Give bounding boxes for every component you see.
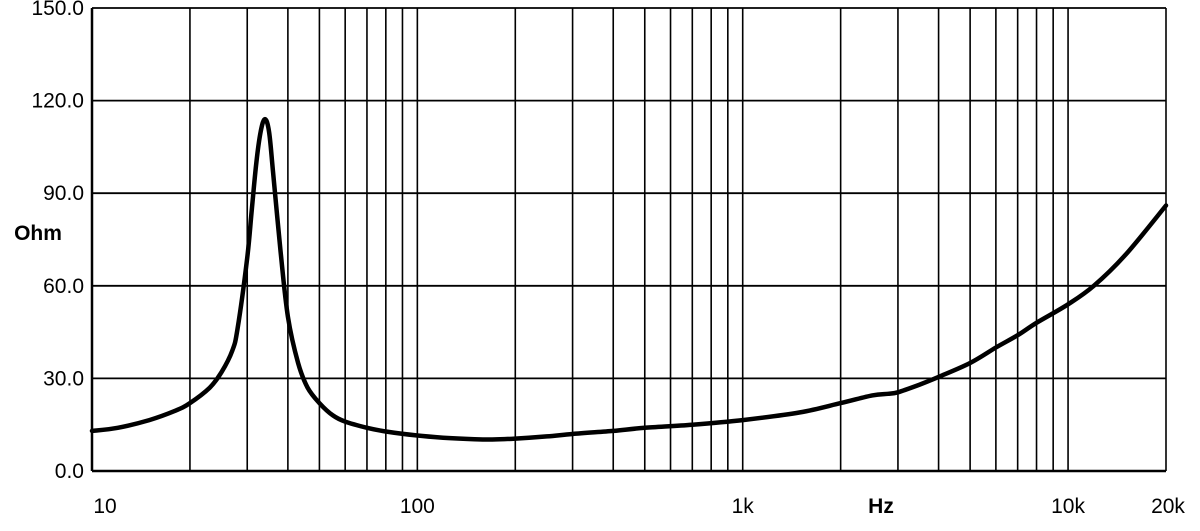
y-tick-label: 150.0: [31, 0, 84, 20]
x-tick-label: 10: [93, 495, 116, 518]
y-tick-labels: 0.0 30.0 60.0 90.0 120.0 150.0: [31, 0, 84, 483]
x-tick-label: 1k: [732, 495, 755, 518]
y-tick-label: 30.0: [43, 367, 84, 390]
y-tick-label: 90.0: [43, 182, 84, 205]
x-axis-label: Hz: [868, 495, 894, 518]
x-tick-label: 20k: [1151, 495, 1185, 518]
impedance-curve: [89, 116, 1169, 442]
plot-frame: [90, 8, 1166, 473]
x-tick-label: 10k: [1051, 495, 1085, 518]
y-axis-label: Ohm: [14, 222, 62, 245]
grid: [91, 7, 1167, 472]
x-tick-label: 100: [400, 495, 435, 518]
y-tick-label: 60.0: [43, 275, 84, 298]
y-tick-label: 0.0: [55, 460, 84, 483]
y-tick-label: 120.0: [31, 90, 84, 113]
x-tick-labels: 10 100 1k 10k 20k: [93, 495, 1185, 518]
curve-layer: [89, 116, 1169, 442]
